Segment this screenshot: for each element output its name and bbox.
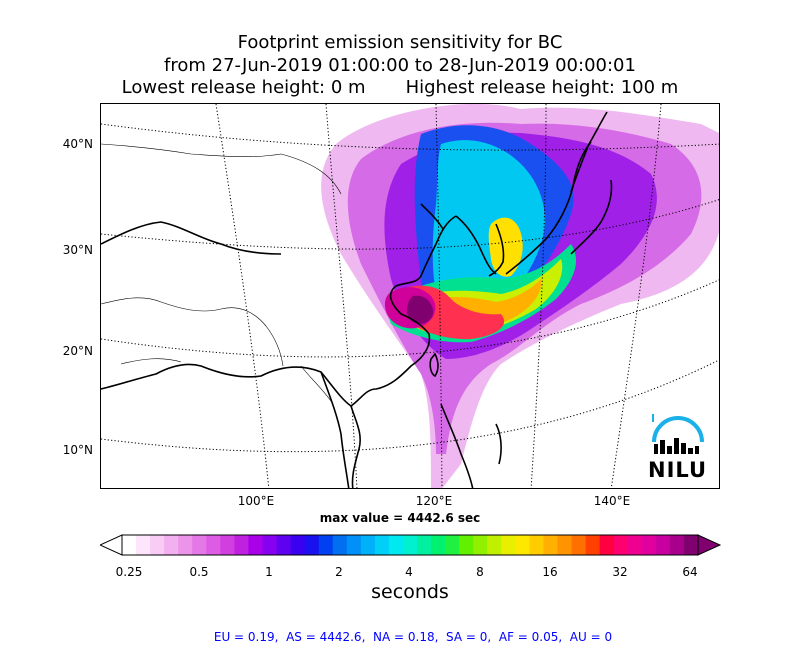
colorbar-cell	[150, 535, 165, 555]
graticule	[101, 104, 719, 488]
colorbar-cell	[585, 535, 601, 555]
colorbar-cell	[346, 535, 362, 555]
colorbar-cell	[655, 535, 671, 555]
colorbar-cell	[220, 535, 235, 555]
colorbar-over-arrow	[697, 534, 722, 556]
nilu-logo-text: NILU	[648, 458, 708, 482]
colorbar-cell	[501, 535, 516, 555]
footprint-map	[101, 104, 719, 488]
colorbar-cell	[122, 535, 137, 555]
colorbar-cell	[248, 535, 263, 555]
colorbar-cell	[276, 535, 292, 555]
colorbar-cell	[178, 535, 193, 555]
colorbar-cell	[360, 535, 376, 555]
colorbar-cell	[543, 535, 559, 555]
colorbar-tick: 64	[682, 565, 698, 579]
sensitivity-plume	[321, 104, 719, 488]
colorbar-tick: 32	[612, 565, 628, 579]
colorbar-cell	[290, 535, 306, 555]
colorbar-cell	[234, 535, 249, 555]
colorbar-cells	[100, 534, 722, 556]
lon-label-140e: 140°E	[593, 494, 631, 508]
coastlines	[101, 111, 613, 488]
colorbar-cell	[318, 535, 334, 555]
colorbar-cell	[641, 535, 657, 555]
country-borders	[101, 143, 342, 405]
max-value-label: max value = 4442.6 sec	[319, 511, 481, 525]
colorbar-cell	[262, 535, 278, 555]
colorbar-cell	[192, 535, 207, 555]
map-panel	[100, 103, 720, 489]
colorbar-tick: 8	[476, 565, 484, 579]
colorbar-under-arrow	[100, 534, 123, 556]
colorbar-unit-label: seconds	[371, 581, 449, 603]
colorbar-cell	[473, 535, 488, 555]
colorbar-cell	[627, 535, 643, 555]
lon-label-120e: 120°E	[415, 494, 453, 508]
colorbar-tick: 0.5	[189, 565, 209, 579]
colorbar-cell	[445, 535, 460, 555]
colorbar-cell	[683, 535, 699, 555]
colorbar-tick: 2	[335, 565, 343, 579]
plot-title-line-2: from 27-Jun-2019 01:00:00 to 28-Jun-2019…	[164, 55, 636, 76]
colorbar-cell	[613, 535, 629, 555]
colorbar-cell	[332, 535, 348, 555]
colorbar-tick: 4	[405, 565, 413, 579]
colorbar-cell	[599, 535, 615, 555]
colorbar-cell	[417, 535, 432, 555]
colorbar-cell	[164, 535, 179, 555]
plot-title-line-3: Lowest release height: 0 m Highest relea…	[121, 77, 679, 98]
lon-label-100e: 100°E	[237, 494, 275, 508]
colorbar-cell	[136, 535, 151, 555]
regional-values: EU = 0.19, AS = 4442.6, NA = 0.18, SA = …	[213, 630, 613, 644]
plot-title-line-1: Footprint emission sensitivity for BC	[237, 32, 563, 53]
colorbar-cell	[529, 535, 544, 555]
colorbar-tick: 0.25	[115, 565, 143, 579]
colorbar-cell	[388, 535, 404, 555]
nilu-logo	[652, 414, 704, 454]
lat-label-30n: 30°N	[62, 243, 93, 257]
colorbar-cell	[459, 535, 474, 555]
colorbar-outline	[121, 534, 699, 556]
colorbar-cell	[669, 535, 685, 555]
lat-label-20n: 20°N	[62, 344, 93, 358]
colorbar-tick: 16	[542, 565, 558, 579]
colorbar-tick: 1	[265, 565, 273, 579]
colorbar-cell	[571, 535, 587, 555]
colorbar-cell	[487, 535, 502, 555]
colorbar-cell	[206, 535, 221, 555]
colorbar-cell	[515, 535, 530, 555]
colorbar-cell	[557, 535, 573, 555]
colorbar-cell	[304, 535, 320, 555]
colorbar	[100, 534, 722, 556]
lat-label-40n: 40°N	[62, 137, 93, 151]
colorbar-cell	[402, 535, 418, 555]
colorbar-cell	[431, 535, 446, 555]
lat-label-10n: 10°N	[62, 443, 93, 457]
colorbar-cell	[374, 535, 390, 555]
